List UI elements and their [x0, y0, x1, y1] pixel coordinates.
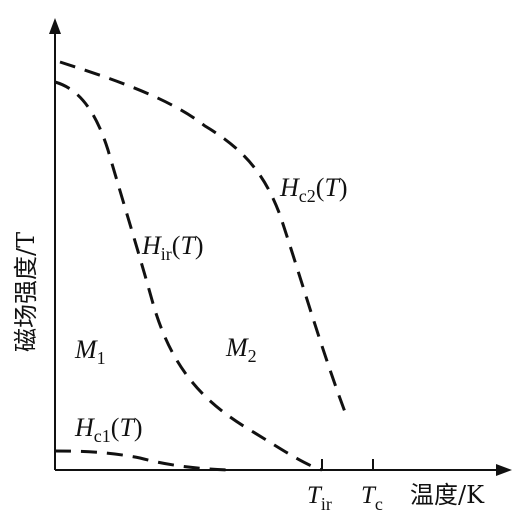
curve-label-hir: Hir(T) [141, 231, 204, 264]
region-label-m1: M1 [74, 335, 106, 368]
curve-hc1 [54, 449, 231, 472]
curve-hc2 [59, 60, 347, 413]
curve-hir [54, 80, 323, 472]
region-label-m2: M2 [225, 333, 257, 366]
y-axis-label: 磁场强度/T [12, 232, 40, 352]
curve-label-hc2: Hc2(T) [279, 173, 348, 206]
x-tick-label-c: Tc [361, 482, 383, 514]
x-tick-label-ir: Tir [307, 482, 332, 514]
x-axis-arrow [496, 464, 512, 476]
curve-label-hc1: Hc1(T) [74, 413, 143, 446]
x-axis-label: 温度/K [410, 481, 485, 509]
y-axis-arrow [49, 18, 61, 34]
